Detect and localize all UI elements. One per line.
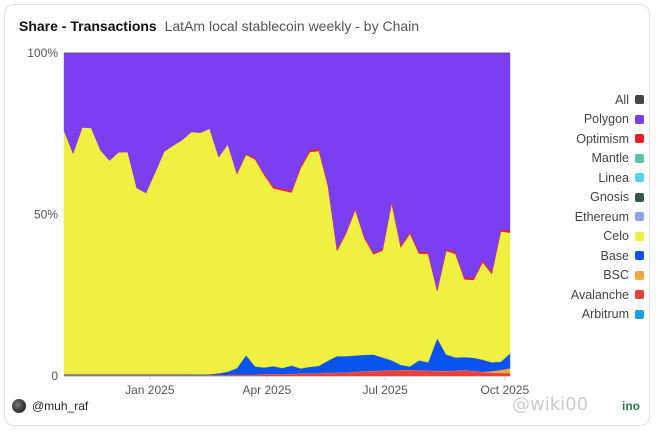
x-tick-label: Jan 2025: [125, 383, 175, 397]
legend-swatch: [635, 251, 644, 261]
chart-subtitle: LatAm local stablecoin weekly - by Chain: [164, 18, 420, 34]
x-tick-label: Oct 2025: [480, 383, 529, 397]
x-tick-label: Apr 2025: [242, 383, 291, 397]
legend-label: Avalanche: [570, 287, 629, 302]
legend-label: Optimism: [576, 131, 629, 146]
legend-swatch: [635, 134, 644, 144]
chart-legend: All Polygon Optimism Mantle Linea Gnosis Ether…: [530, 90, 644, 324]
legend-item-mantle[interactable]: Mantle: [530, 149, 644, 169]
legend-swatch: [635, 231, 644, 241]
y-tick-label: 50%: [34, 208, 58, 222]
author-handle[interactable]: @muh_raf: [32, 399, 89, 413]
legend-item-gnosis[interactable]: Gnosis: [530, 188, 644, 208]
legend-label: BSC: [603, 268, 629, 283]
legend-item-bsc[interactable]: BSC: [530, 266, 644, 286]
legend-swatch: [635, 192, 644, 202]
legend-label: Polygon: [583, 112, 629, 127]
y-tick-label: 100%: [27, 46, 58, 60]
chart-header: Share - Transactions LatAm local stablec…: [19, 18, 419, 34]
legend-label: Ethereum: [574, 209, 629, 224]
legend-label: Celo: [603, 229, 629, 244]
legend-item-optimism[interactable]: Optimism: [530, 129, 644, 149]
legend-label: All: [615, 92, 629, 107]
legend-label: Linea: [598, 170, 629, 185]
brand-logo[interactable]: ino: [622, 399, 640, 413]
x-tick-label: Jul 2025: [362, 383, 408, 397]
legend-label: Gnosis: [590, 190, 629, 205]
legend-swatch: [635, 290, 644, 300]
legend-swatch: [635, 309, 644, 319]
legend-item-avalanche[interactable]: Avalanche: [530, 285, 644, 305]
watermark-text: @wiki00: [512, 394, 589, 415]
author-footer: @muh_raf: [12, 399, 88, 413]
legend-item-arbitrum[interactable]: Arbitrum: [530, 305, 644, 325]
legend-item-polygon[interactable]: Polygon: [530, 110, 644, 130]
y-tick-label: 0: [51, 369, 58, 383]
legend-label: Arbitrum: [581, 307, 629, 322]
legend-item-all[interactable]: All: [530, 90, 644, 110]
legend-item-celo[interactable]: Celo: [530, 227, 644, 247]
legend-swatch: [635, 212, 644, 222]
legend-swatch: [635, 95, 644, 105]
chart-title: Share - Transactions: [19, 18, 157, 34]
legend-swatch: [635, 270, 644, 280]
legend-label: Mantle: [591, 151, 629, 166]
area-series-group: [63, 52, 511, 377]
legend-swatch: [635, 173, 644, 183]
legend-swatch: [635, 153, 644, 163]
legend-item-base[interactable]: Base: [530, 246, 644, 266]
author-avatar: [12, 399, 26, 413]
legend-item-ethereum[interactable]: Ethereum: [530, 207, 644, 227]
legend-item-linea[interactable]: Linea: [530, 168, 644, 188]
legend-swatch: [635, 114, 644, 124]
legend-label: Base: [600, 248, 630, 263]
